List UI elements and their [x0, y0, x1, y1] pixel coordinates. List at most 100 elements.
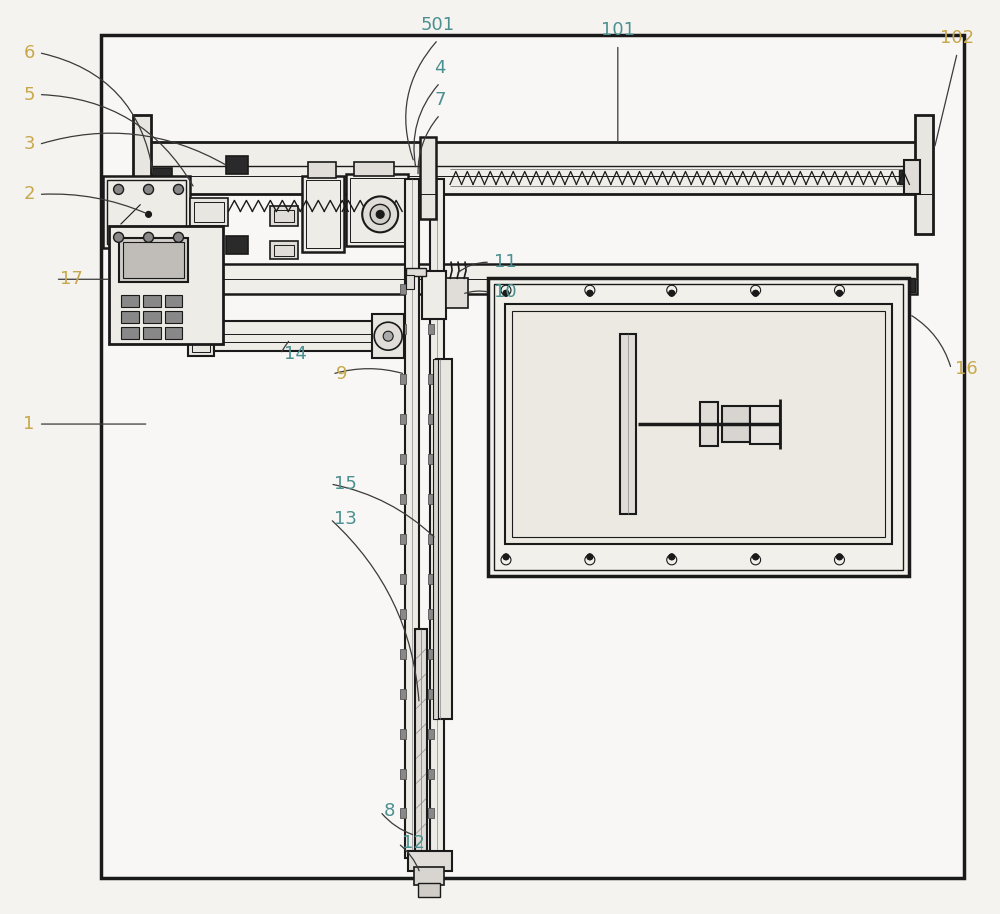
- Bar: [274, 245, 294, 256]
- Bar: [308, 163, 336, 178]
- Bar: [400, 494, 406, 504]
- Bar: [428, 809, 434, 818]
- Text: 3: 3: [23, 135, 35, 154]
- Bar: [428, 324, 434, 335]
- Bar: [433, 359, 438, 718]
- Text: 1: 1: [23, 415, 35, 433]
- Bar: [428, 534, 434, 544]
- Bar: [149, 143, 917, 195]
- Bar: [620, 335, 636, 514]
- Circle shape: [669, 291, 675, 296]
- Circle shape: [753, 554, 759, 560]
- Bar: [512, 312, 885, 537]
- Text: 17: 17: [60, 271, 83, 288]
- Bar: [165, 312, 182, 324]
- Bar: [306, 180, 340, 249]
- Text: 501: 501: [421, 16, 455, 34]
- Bar: [143, 312, 161, 324]
- Bar: [400, 574, 406, 584]
- Bar: [505, 304, 892, 544]
- Bar: [226, 237, 248, 254]
- Circle shape: [362, 197, 398, 232]
- Bar: [400, 809, 406, 818]
- Bar: [428, 494, 434, 504]
- Bar: [406, 269, 426, 276]
- Bar: [121, 327, 139, 339]
- Bar: [400, 534, 406, 544]
- Bar: [143, 295, 161, 307]
- Bar: [400, 454, 406, 464]
- Bar: [436, 359, 452, 718]
- Circle shape: [587, 291, 593, 296]
- Bar: [107, 180, 186, 244]
- Bar: [270, 241, 298, 260]
- Text: 16: 16: [955, 360, 978, 378]
- Bar: [400, 649, 406, 659]
- Bar: [119, 239, 188, 282]
- Bar: [899, 278, 915, 292]
- Bar: [165, 327, 182, 339]
- Bar: [192, 318, 210, 352]
- Bar: [165, 295, 182, 307]
- Bar: [405, 179, 419, 858]
- Bar: [428, 609, 434, 619]
- Bar: [428, 574, 434, 584]
- Bar: [400, 414, 406, 424]
- Bar: [400, 284, 406, 294]
- Circle shape: [144, 185, 154, 195]
- Circle shape: [587, 554, 593, 560]
- Text: 4: 4: [434, 58, 446, 77]
- Text: 12: 12: [402, 834, 425, 853]
- Text: 11: 11: [494, 253, 517, 271]
- Bar: [194, 202, 224, 222]
- Circle shape: [374, 323, 402, 350]
- Bar: [400, 324, 406, 335]
- Bar: [101, 35, 964, 878]
- Text: 10: 10: [494, 283, 517, 302]
- Bar: [214, 321, 374, 351]
- Bar: [103, 176, 190, 249]
- Bar: [422, 271, 446, 319]
- Bar: [899, 170, 915, 185]
- Circle shape: [376, 210, 384, 218]
- Bar: [494, 284, 903, 569]
- Circle shape: [836, 554, 842, 560]
- Bar: [700, 402, 718, 446]
- Bar: [400, 609, 406, 619]
- Bar: [915, 114, 933, 234]
- Bar: [153, 168, 172, 185]
- Bar: [406, 275, 414, 289]
- Circle shape: [383, 331, 393, 341]
- Bar: [400, 374, 406, 384]
- Bar: [346, 175, 408, 246]
- Bar: [408, 852, 452, 871]
- Bar: [372, 314, 404, 358]
- Circle shape: [836, 291, 842, 296]
- Bar: [274, 210, 294, 222]
- Circle shape: [173, 185, 183, 195]
- Bar: [430, 179, 444, 858]
- Text: 101: 101: [601, 21, 635, 38]
- Bar: [188, 314, 214, 356]
- Bar: [428, 688, 434, 698]
- Bar: [354, 163, 394, 176]
- Bar: [190, 198, 228, 227]
- Bar: [750, 406, 780, 444]
- Bar: [133, 114, 151, 234]
- Text: 102: 102: [940, 28, 974, 47]
- Bar: [488, 278, 909, 576]
- Bar: [415, 629, 427, 858]
- Bar: [446, 278, 468, 308]
- Circle shape: [114, 232, 124, 242]
- Bar: [270, 207, 298, 227]
- Text: 15: 15: [334, 475, 357, 493]
- Bar: [121, 295, 139, 307]
- Bar: [428, 284, 434, 294]
- Bar: [121, 312, 139, 324]
- Bar: [302, 176, 344, 252]
- Bar: [143, 327, 161, 339]
- Bar: [400, 769, 406, 779]
- Bar: [428, 454, 434, 464]
- Circle shape: [669, 554, 675, 560]
- Bar: [123, 242, 184, 278]
